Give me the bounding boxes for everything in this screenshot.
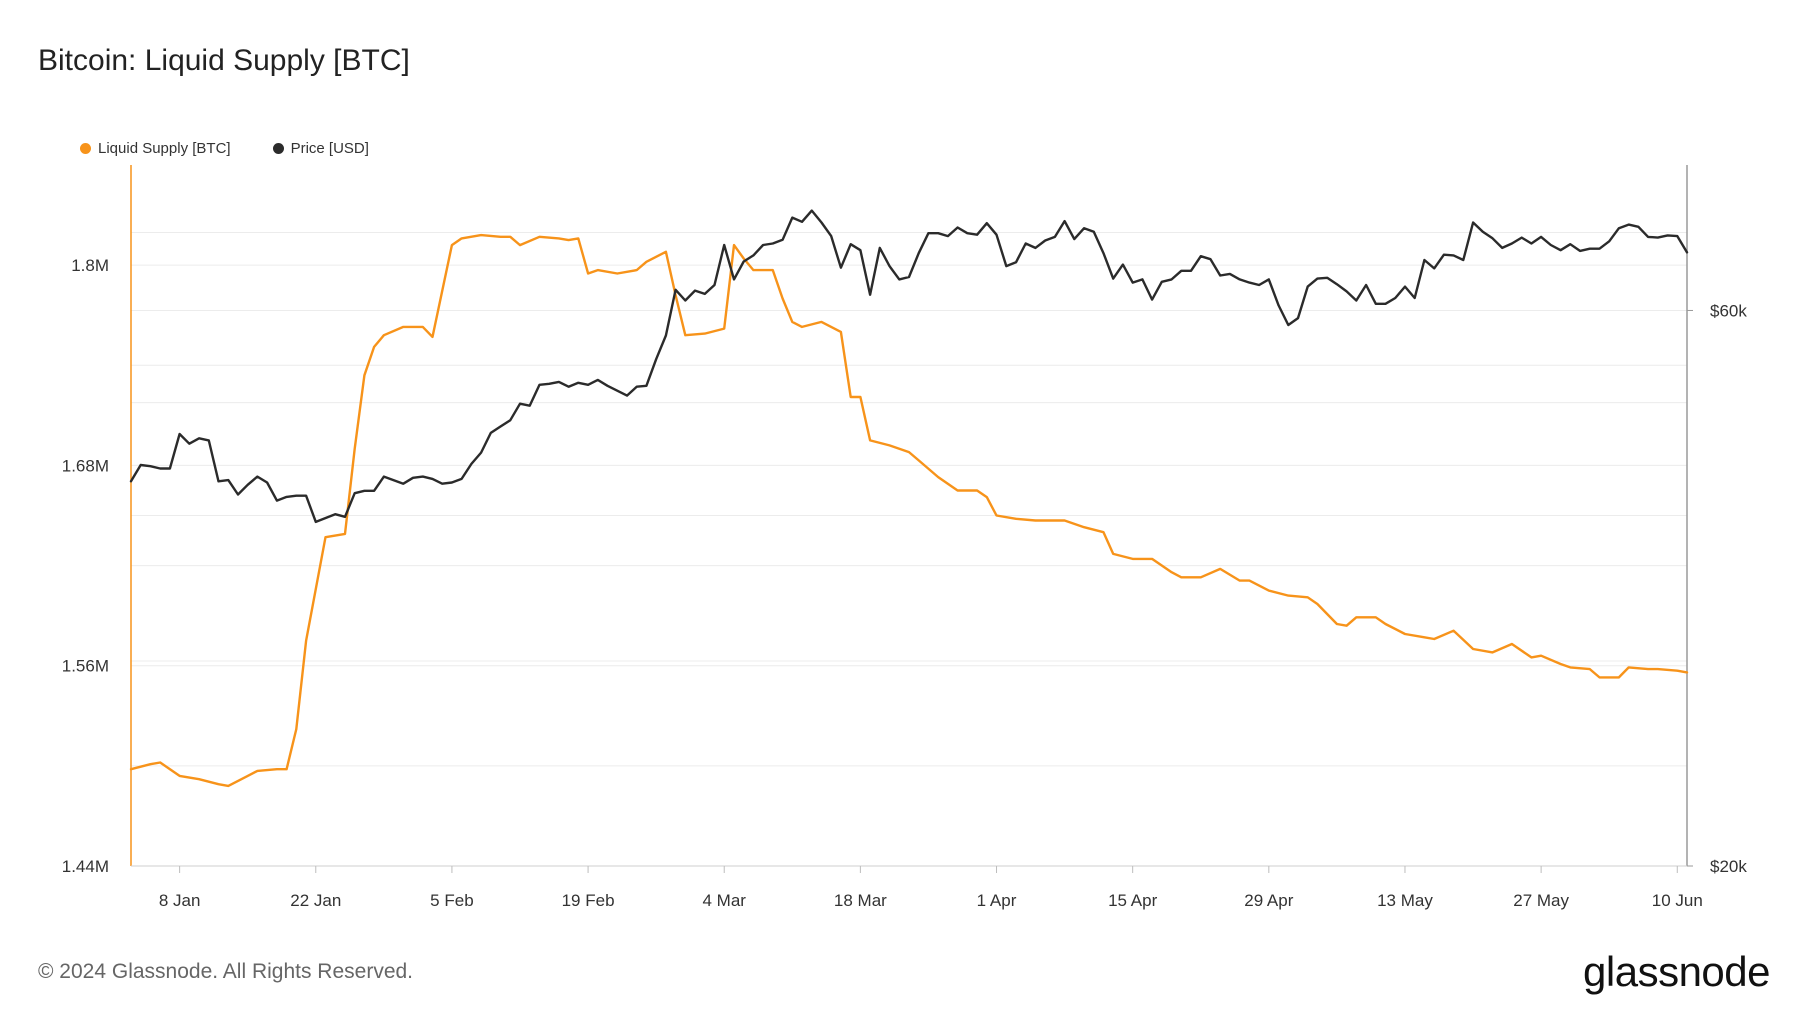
y-right-tick-label: $20k: [1710, 857, 1747, 876]
x-tick-label: 15 Apr: [1108, 891, 1157, 910]
series-line-liquid-supply: [129, 233, 1689, 788]
legend-label-liquid-supply: Liquid Supply [BTC]: [98, 140, 231, 157]
y-left-tick-label: 1.44M: [62, 857, 109, 876]
legend-swatch-price: [272, 143, 284, 154]
legend-item-price[interactable]: Price [USD]: [272, 140, 369, 157]
legend-item-liquid-supply[interactable]: Liquid Supply [BTC]: [80, 140, 231, 157]
x-tick-label: 29 Apr: [1244, 891, 1293, 910]
y-right-tick-label: $60k: [1710, 301, 1747, 320]
y-left-tick-label: 1.8M: [71, 256, 109, 275]
x-tick-label: 8 Jan: [159, 891, 201, 910]
legend-swatch-liquid-supply: [80, 143, 91, 154]
legend-label-price: Price [USD]: [290, 140, 369, 157]
x-tick-label: 5 Feb: [430, 891, 473, 910]
chart-legend: Liquid Supply [BTC] Price [USD]: [80, 140, 369, 157]
x-tick-label: 13 May: [1377, 891, 1433, 910]
x-tick-label: 1 Apr: [977, 891, 1017, 910]
copyright-footer: © 2024 Glassnode. All Rights Reserved.: [38, 960, 414, 983]
y-left-tick-label: 1.56M: [62, 657, 109, 676]
x-tick-label: 22 Jan: [290, 891, 341, 910]
x-tick-label: 4 Mar: [702, 891, 746, 910]
glassnode-logo: glassnode: [1583, 948, 1770, 995]
chart-title: Bitcoin: Liquid Supply [BTC]: [38, 44, 410, 77]
y-left-tick-label: 1.68M: [62, 456, 109, 475]
x-tick-label: 19 Feb: [562, 891, 615, 910]
x-tick-label: 10 Jun: [1652, 891, 1703, 910]
x-tick-label: 18 Mar: [834, 891, 887, 910]
series-line-price: [129, 209, 1689, 524]
x-tick-label: 27 May: [1513, 891, 1569, 910]
